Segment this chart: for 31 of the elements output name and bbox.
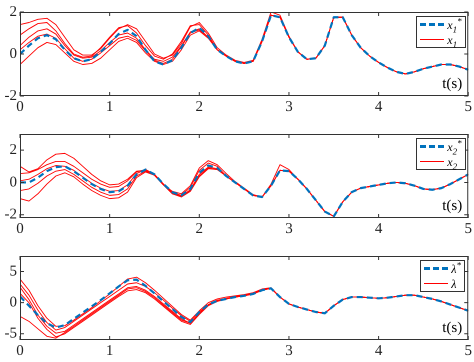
x-tick-label: 5: [464, 220, 472, 237]
x-tick-label: 3: [285, 98, 293, 115]
x-axis-title: t(s): [442, 198, 462, 215]
x-tick-label: 3: [285, 220, 293, 237]
legend-label: λ: [451, 276, 456, 290]
legend-label: x$_{2}$: [447, 154, 458, 171]
x-axis-title: t(s): [442, 76, 462, 93]
y-tick-label: -5: [4, 326, 17, 342]
y-tick-label: 2: [10, 142, 17, 158]
x-tick-label: 1: [106, 342, 114, 359]
x-tick-label: 5: [464, 98, 472, 115]
x-tick-label: 3: [285, 342, 293, 359]
y-tick-label: -2: [4, 206, 17, 223]
x-tick-label: 4: [374, 220, 383, 237]
legend-label: x$_{1}$: [447, 32, 458, 49]
x-axis-title: t(s): [442, 320, 462, 337]
y-tick-label: 2: [10, 4, 17, 20]
y-tick-label: -2: [4, 88, 17, 104]
x-tick-label: 4: [374, 98, 383, 115]
y-tick-label: 0: [10, 294, 17, 311]
x-tick-label: 2: [196, 220, 204, 237]
y-tick-label: 0: [10, 46, 17, 62]
x-tick-label: 2: [196, 342, 204, 359]
x-tick-label: 1: [106, 220, 114, 237]
x-tick-label: 1: [106, 98, 114, 115]
x-tick-label: 5: [464, 342, 472, 359]
x-tick-label: 4: [374, 342, 383, 359]
y-tick-label: 5: [10, 263, 17, 280]
legend-label: λ$^{*}$: [451, 260, 461, 276]
y-tick-label: 0: [10, 174, 17, 190]
x-tick-label: 2: [196, 98, 204, 115]
